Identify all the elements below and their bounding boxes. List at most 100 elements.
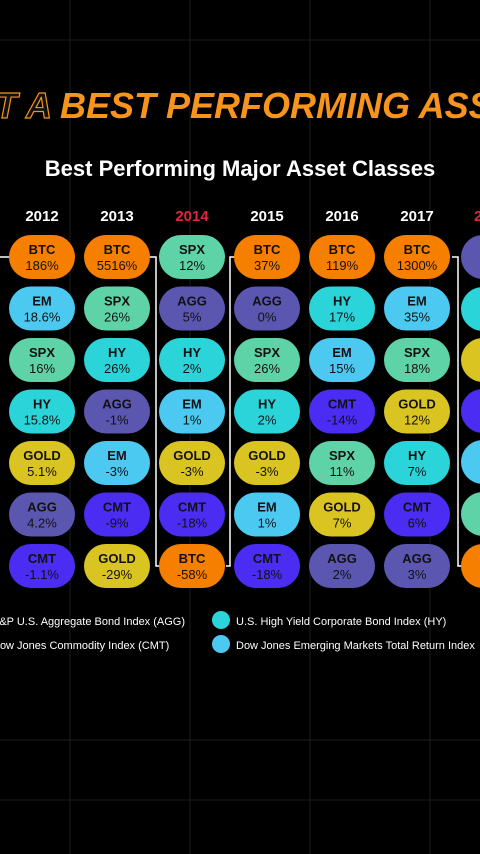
partial-column: 2 — [461, 208, 480, 588]
asset-cell: EM-3% — [84, 441, 150, 485]
svg-text:2: 2 — [474, 208, 480, 225]
asset-name: CMT — [403, 500, 431, 515]
asset-cell: GOLD-3% — [159, 441, 225, 485]
asset-return: 26% — [104, 310, 130, 325]
banner-highlight: BEST PERFORMING ASSET — [60, 85, 480, 126]
asset-name: EM — [332, 345, 352, 360]
asset-return: 26% — [104, 361, 130, 376]
asset-name: AGG — [327, 551, 357, 566]
legend-swatch — [212, 635, 230, 653]
asset-cell: CMT-9% — [84, 492, 150, 537]
asset-return: 12% — [179, 258, 205, 273]
asset-name: SPX — [104, 294, 130, 309]
banner-prefix: NOT A — [0, 85, 52, 126]
asset-return: 3% — [408, 567, 427, 582]
asset-pill — [234, 286, 300, 331]
asset-pill — [84, 441, 150, 485]
asset-return: 15% — [329, 361, 355, 376]
asset-name: HY — [258, 397, 276, 412]
asset-return: 0% — [258, 310, 277, 325]
asset-pill — [234, 492, 300, 537]
asset-pill — [9, 235, 75, 279]
asset-return: 2% — [258, 413, 277, 428]
asset-name: SPX — [329, 448, 355, 463]
asset-pill — [234, 235, 300, 279]
asset-return: 11% — [329, 464, 354, 479]
asset-name: BTC — [329, 242, 356, 257]
asset-return: 35% — [404, 310, 430, 325]
asset-pill — [9, 544, 75, 588]
asset-name: SPX — [254, 345, 280, 360]
asset-pill — [159, 235, 225, 279]
asset-name: HY — [333, 294, 351, 309]
asset-return: -1.1% — [25, 567, 59, 582]
asset-return: 2% — [183, 361, 202, 376]
asset-pill — [309, 235, 375, 279]
asset-return: 18.6% — [24, 310, 61, 325]
asset-name: EM — [182, 397, 202, 412]
asset-name: AGG — [402, 551, 432, 566]
asset-pill — [84, 286, 150, 331]
asset-return: -58% — [177, 567, 208, 582]
asset-pill — [234, 441, 300, 485]
asset-cell: BTC-58% — [159, 544, 225, 588]
asset-cell: EM1% — [234, 492, 300, 537]
asset-name: GOLD — [173, 448, 211, 463]
asset-pill — [84, 492, 150, 537]
asset-pill — [384, 389, 450, 434]
year-label: 2017 — [400, 208, 433, 225]
asset-name: EM — [257, 500, 277, 515]
asset-name: BTC — [404, 242, 431, 257]
asset-name: CMT — [253, 551, 281, 566]
asset-name: AGG — [27, 500, 57, 515]
asset-return: -9% — [105, 516, 129, 531]
asset-pill — [309, 286, 375, 331]
asset-pill — [84, 389, 150, 434]
asset-name: CMT — [28, 551, 56, 566]
asset-pill — [384, 235, 450, 279]
asset-return: 4.2% — [27, 516, 57, 531]
asset-pill — [9, 338, 75, 382]
asset-name: AGG — [177, 294, 207, 309]
asset-pill — [9, 441, 75, 485]
asset-return: 1300% — [397, 258, 438, 273]
asset-return: 1% — [258, 516, 277, 531]
asset-return: 26% — [254, 361, 280, 376]
asset-cell: GOLD-3% — [234, 441, 300, 485]
asset-pill — [159, 286, 225, 331]
asset-name: BTC — [179, 551, 206, 566]
asset-name: SPX — [29, 345, 55, 360]
year-label: 2015 — [250, 208, 283, 225]
asset-name: SPX — [404, 345, 430, 360]
asset-pill — [234, 544, 300, 588]
asset-return: 7% — [408, 464, 427, 479]
asset-cell: AGG-1% — [84, 389, 150, 434]
asset-return: 6% — [408, 516, 427, 531]
asset-return: 12% — [404, 413, 430, 428]
asset-name: EM — [107, 448, 127, 463]
asset-name: SPX — [179, 242, 205, 257]
asset-name: CMT — [178, 500, 206, 515]
asset-pill — [9, 492, 75, 537]
asset-name: CMT — [103, 500, 131, 515]
connector-lines — [0, 256, 462, 567]
asset-pill — [309, 492, 375, 537]
